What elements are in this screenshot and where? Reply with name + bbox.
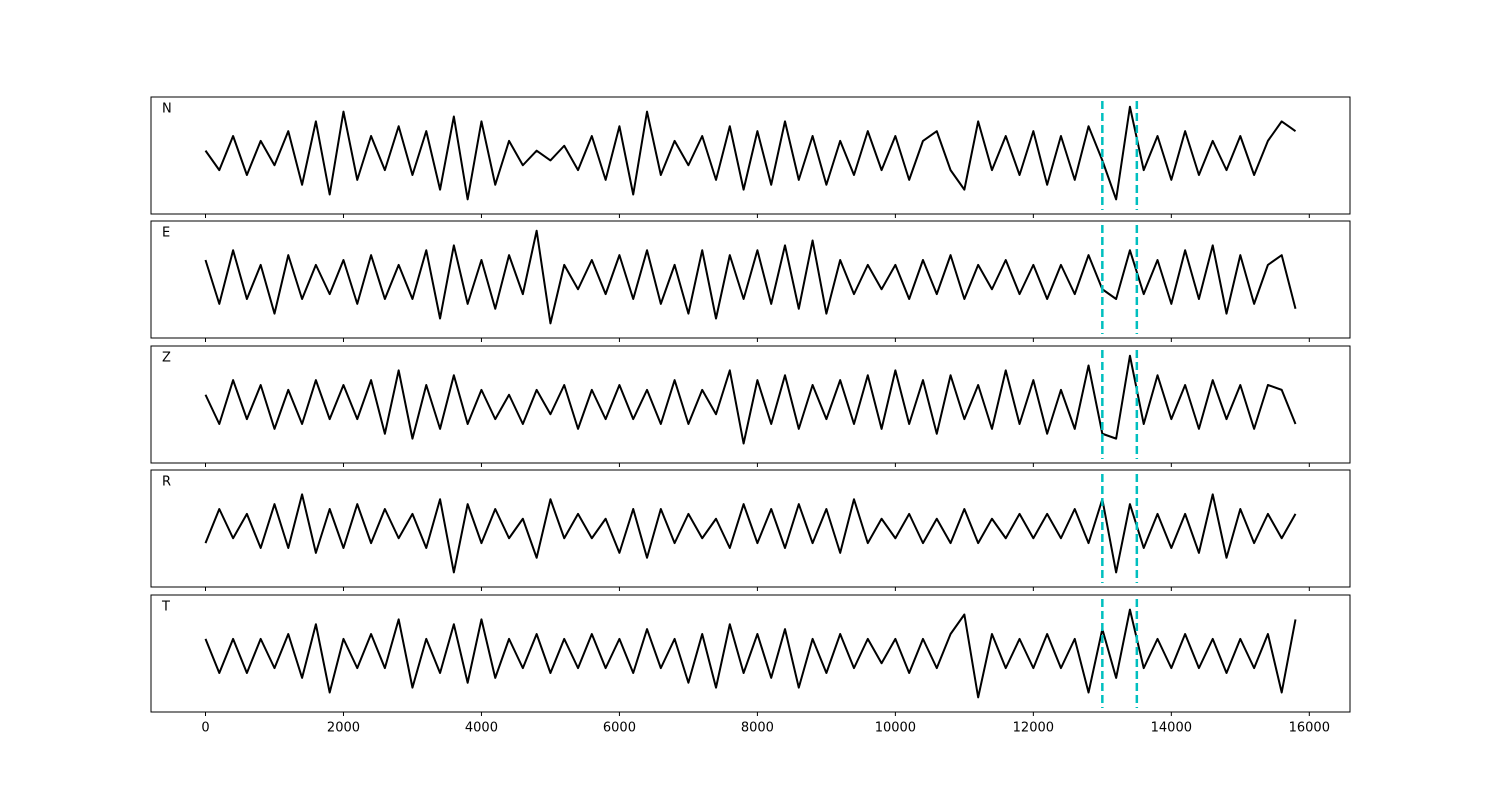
x-tick-label: 6000	[603, 721, 636, 736]
panel-label: T	[161, 600, 170, 615]
x-tick-label: 10000	[875, 721, 916, 736]
trace	[204, 493, 1297, 574]
panel-frame	[150, 96, 1351, 215]
panel-frame	[150, 594, 1351, 713]
panel-label: Z	[162, 351, 171, 366]
x-tick-label: 14000	[1151, 721, 1192, 736]
x-tick-label: 12000	[1013, 721, 1054, 736]
x-tick-label: 2000	[327, 721, 360, 736]
x-tick-label: 4000	[465, 721, 498, 736]
x-tick-label: 16000	[1289, 721, 1330, 736]
panel-label: E	[162, 226, 170, 241]
panel-label: R	[162, 475, 171, 490]
panel-frame	[150, 345, 1351, 464]
panel-label: N	[162, 102, 172, 117]
panel-frame	[150, 469, 1351, 588]
trace	[204, 608, 1297, 699]
trace	[204, 354, 1297, 445]
trace	[204, 105, 1297, 201]
x-tick-label: 0	[201, 721, 209, 736]
trace	[204, 229, 1297, 325]
panel-frame	[150, 220, 1351, 339]
x-tick-label: 8000	[741, 721, 774, 736]
